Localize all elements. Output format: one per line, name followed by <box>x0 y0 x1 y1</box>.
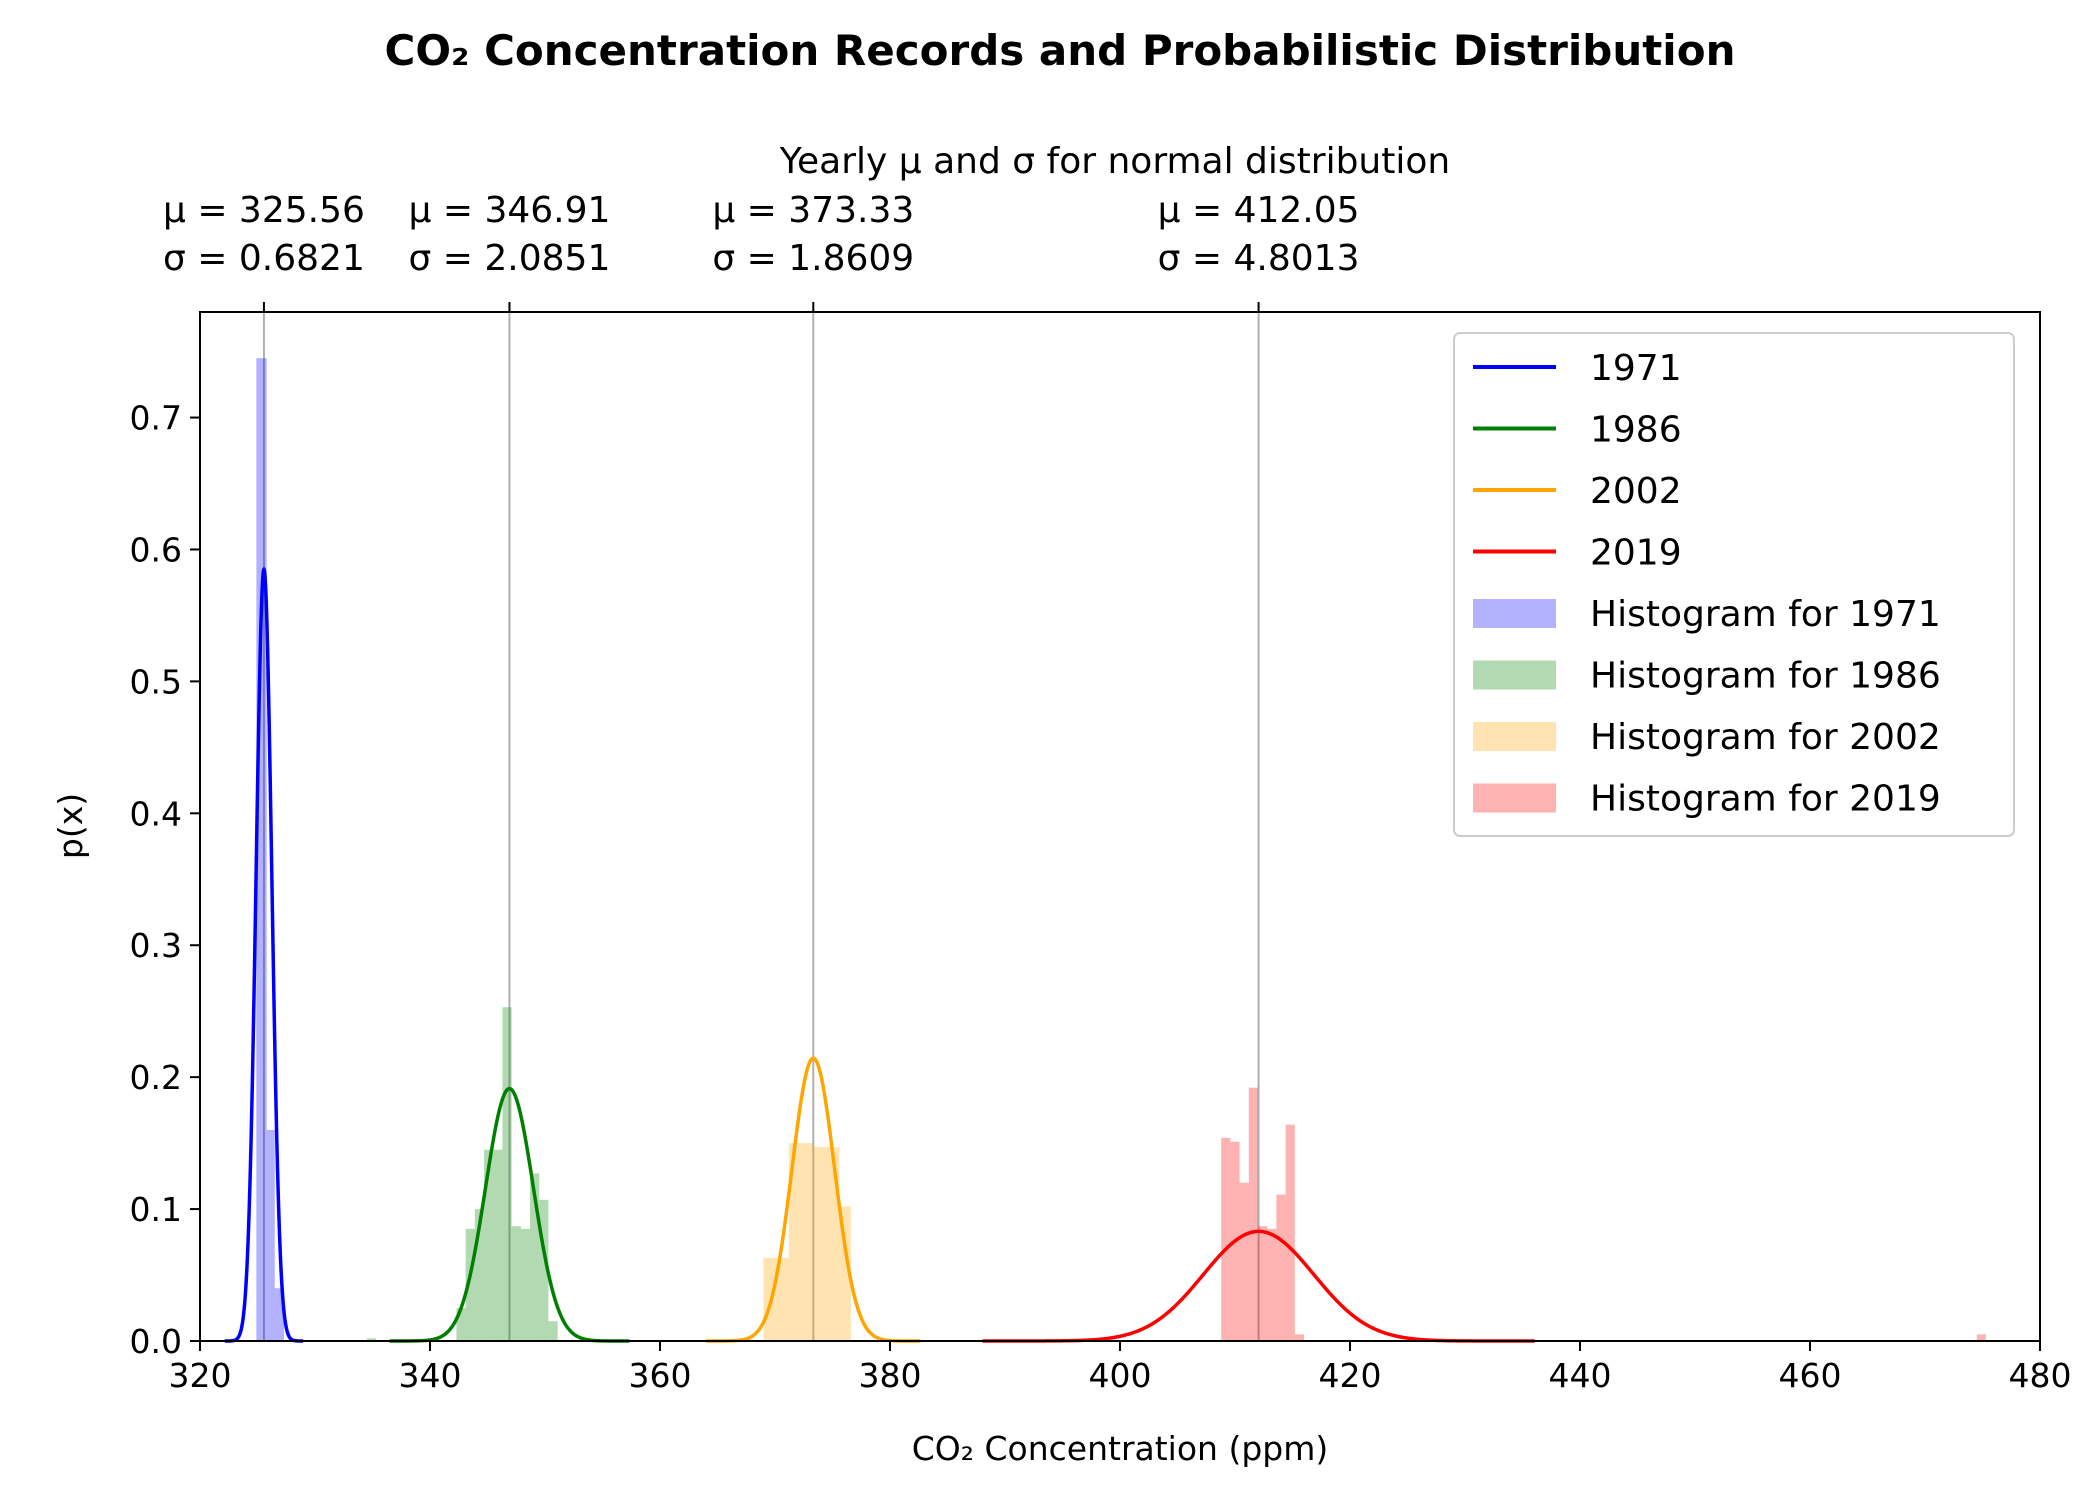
sigma-label-1986: σ = 2.0851 <box>409 238 611 279</box>
histogram-bar-1986-7 <box>511 1226 521 1341</box>
legend-swatch-histogram-2002 <box>1473 722 1556 751</box>
y-axis: 0.0 0.1 0.2 0.3 0.4 0.5 0.6 0.7 <box>130 399 200 1361</box>
histogram-bar-2019-2 <box>1239 1182 1249 1341</box>
histogram-bar-2019-9 <box>1976 1334 1986 1341</box>
curve-1971 <box>224 566 304 1343</box>
x-tick-label-380: 380 <box>859 1356 922 1395</box>
histogram-bar-1986-5 <box>493 1149 503 1341</box>
curve-2002 <box>706 1056 921 1343</box>
y-tick-label-0: 0.0 <box>130 1322 182 1361</box>
histogram-bar-2019-8 <box>1294 1334 1304 1341</box>
histogram-bar-2019-4 <box>1258 1226 1268 1341</box>
y-tick-label-5: 0.5 <box>130 662 182 701</box>
sigma-label-1971: σ = 0.6821 <box>163 238 365 279</box>
distribution-curves <box>224 566 1535 1343</box>
histogram-bar-2019-7 <box>1285 1124 1295 1341</box>
histogram-bar-1986-9 <box>530 1173 540 1341</box>
mu-label-1986: μ = 346.91 <box>409 190 611 231</box>
histograms <box>256 358 1986 1341</box>
legend-label-histogram-1986: Histogram for 1986 <box>1590 656 1941 697</box>
histogram-bar-1986-4 <box>484 1149 494 1341</box>
y-tick-label-6: 0.6 <box>130 530 182 569</box>
mu-label-2002: μ = 373.33 <box>712 190 914 231</box>
x-tick-label-360: 360 <box>629 1356 692 1395</box>
x-tick-label-340: 340 <box>399 1356 462 1395</box>
y-tick-label-4: 0.4 <box>130 794 182 833</box>
x-axis-label: CO₂ Concentration (ppm) <box>912 1429 1328 1468</box>
x-tick-label-460: 460 <box>1779 1356 1842 1395</box>
legend-label-1986: 1986 <box>1590 410 1682 451</box>
legend-box <box>1453 332 2015 837</box>
legend-swatch-histogram-2019 <box>1473 783 1556 813</box>
chart-subtitle: Yearly μ and σ for normal distribution <box>779 141 1450 182</box>
mu-label-2019: μ = 412.05 <box>1158 190 1360 231</box>
histogram-bar-2019-3 <box>1248 1087 1258 1341</box>
legend-label-histogram-2019: Histogram for 2019 <box>1590 779 1941 820</box>
chart-title: CO₂ Concentration Records and Probabilis… <box>385 26 1736 75</box>
x-tick-label-400: 400 <box>1089 1356 1152 1395</box>
histogram-bar-1986-8 <box>520 1228 531 1341</box>
legend-label-histogram-2002: Histogram for 2002 <box>1590 717 1941 758</box>
histogram-bar-1986-6 <box>502 1007 512 1341</box>
y-tick-label-7: 0.7 <box>130 399 182 438</box>
histogram-bar-2002-1 <box>788 1143 815 1341</box>
top-axis: μ = 325.56 σ = 0.6821 μ = 346.91 σ = 2.0851… <box>163 190 1360 312</box>
legend-swatch-histogram-1986 <box>1473 660 1556 690</box>
x-tick-label-480: 480 <box>2009 1356 2072 1395</box>
histogram-bar-1971-0 <box>256 358 267 1341</box>
histogram-bar-2002-3 <box>839 1206 851 1341</box>
histogram-bar-1986-11 <box>548 1321 558 1341</box>
x-tick-label-420: 420 <box>1319 1356 1382 1395</box>
legend-label-1971: 1971 <box>1590 348 1682 389</box>
legend: 1971 1986 2002 2019 Histogram for 1971 Histog… <box>1453 332 2015 837</box>
mean-lines <box>262 312 1260 1341</box>
histogram-bar-2019-5 <box>1267 1228 1277 1341</box>
histogram-bar-2019-6 <box>1276 1194 1286 1341</box>
histogram-bar-1971-2 <box>274 1288 284 1341</box>
histogram-bar-1971-1 <box>266 1129 275 1341</box>
y-tick-label-3: 0.3 <box>130 926 182 965</box>
mu-label-1971: μ = 325.56 <box>163 190 365 231</box>
y-tick-label-2: 0.2 <box>130 1058 182 1097</box>
histogram-bar-1986-10 <box>539 1199 549 1341</box>
histogram-bar-1986-0 <box>366 1338 376 1341</box>
histogram-bar-1986-2 <box>465 1228 475 1341</box>
x-tick-label-440: 440 <box>1549 1356 1612 1395</box>
sigma-label-2002: σ = 1.8609 <box>712 238 914 279</box>
x-axis: 320 340 360 380 400 420 440 460 480 <box>169 1341 2072 1395</box>
legend-swatch-histogram-1971 <box>1473 599 1556 628</box>
sigma-label-2019: σ = 4.8013 <box>1158 238 1360 279</box>
y-tick-label-1: 0.1 <box>130 1190 182 1229</box>
histogram-bar-1986-3 <box>474 1209 485 1341</box>
legend-label-2019: 2019 <box>1590 533 1682 574</box>
y-axis-label: p(x) <box>51 793 90 859</box>
x-tick-label-320: 320 <box>169 1356 232 1395</box>
histogram-bar-2019-0 <box>1221 1137 1231 1341</box>
histogram-bar-1986-1 <box>456 1308 466 1341</box>
legend-label-2002: 2002 <box>1590 471 1682 512</box>
legend-label-histogram-1971: Histogram for 1971 <box>1590 594 1941 635</box>
